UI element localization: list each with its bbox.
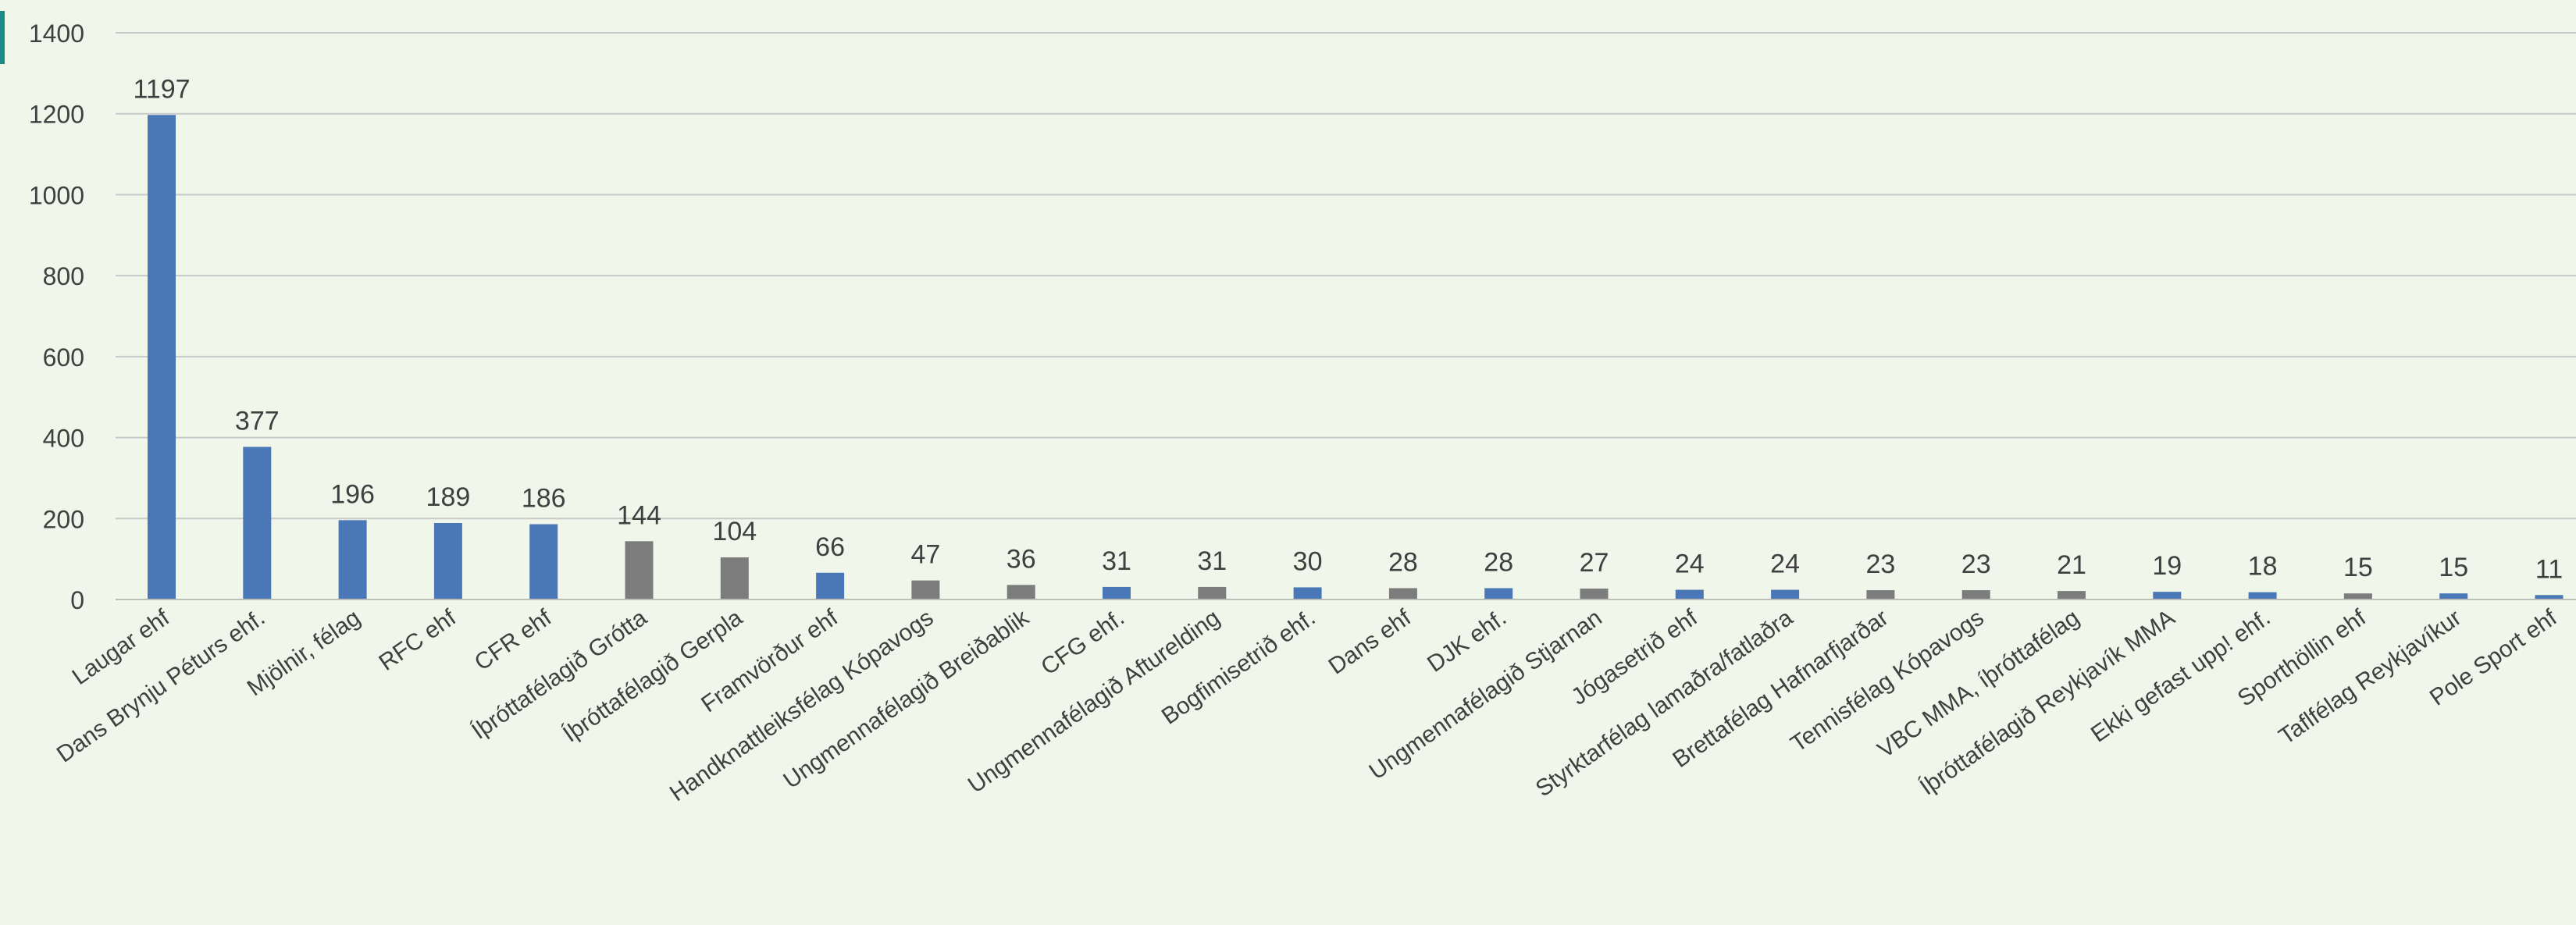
data-label: 144 <box>617 500 661 530</box>
y-tick-label: 200 <box>43 505 84 533</box>
bar <box>1771 589 1800 599</box>
data-label: 31 <box>1197 546 1227 576</box>
x-tick-label: Taflfélag Reykjavíkur <box>2275 605 2467 750</box>
data-label: 66 <box>815 532 845 562</box>
data-labels: 1197 377 196 189 186 144 104 66 47 36 31 31 30 28 28 27… <box>133 74 2563 584</box>
y-tick-label: 1000 <box>29 181 84 209</box>
data-label: 23 <box>1961 550 1991 579</box>
bar <box>1961 590 1990 599</box>
bar <box>2439 593 2468 599</box>
data-label: 28 <box>1484 547 1513 577</box>
y-tick-label: 600 <box>43 343 84 372</box>
bar <box>2248 592 2277 599</box>
data-label: 104 <box>712 517 757 546</box>
data-label: 15 <box>2439 553 2468 582</box>
bar <box>1198 586 1227 599</box>
bars <box>148 115 2564 599</box>
bar <box>1675 589 1704 599</box>
bar <box>911 580 940 599</box>
bar <box>148 115 176 599</box>
data-label: 1197 <box>133 74 190 104</box>
data-label: 24 <box>1770 550 1800 579</box>
bar <box>243 446 272 599</box>
data-label: 189 <box>426 482 471 512</box>
y-tick-label: 400 <box>43 425 84 453</box>
y-axis-tick-labels: 0 200 400 600 800 1000 1200 1400 <box>29 20 84 614</box>
data-label: 11 <box>2535 554 2563 584</box>
bar <box>1484 588 1513 599</box>
bar <box>2343 593 2372 599</box>
data-label: 196 <box>330 479 375 509</box>
bar <box>338 520 367 599</box>
left-accent-bar <box>0 11 5 64</box>
x-tick-label: RFC ehf <box>374 604 461 675</box>
x-tick-label: Íþróttafélagið Grótta <box>467 605 651 745</box>
data-label: 23 <box>1865 550 1895 579</box>
bar <box>529 524 558 599</box>
x-tick-label: CFR ehf <box>470 604 557 675</box>
data-label: 47 <box>910 540 940 570</box>
y-tick-label: 1200 <box>29 101 84 129</box>
x-tick-label: Íþróttafélagið Gerpla <box>558 605 747 748</box>
x-tick-label: Dans ehf <box>1324 604 1416 679</box>
bar <box>433 522 462 599</box>
y-tick-label: 1400 <box>29 20 84 48</box>
bar <box>1103 586 1131 599</box>
bar <box>720 557 749 599</box>
bar <box>625 541 654 599</box>
data-label: 18 <box>2248 552 2278 582</box>
data-label: 24 <box>1675 550 1705 579</box>
bar <box>1866 590 1895 599</box>
bar <box>2153 592 2182 599</box>
y-tick-label: 0 <box>70 586 84 614</box>
data-label: 36 <box>1007 544 1036 574</box>
bar <box>816 572 845 599</box>
y-tick-label: 800 <box>43 262 84 290</box>
x-tick-label: Ekki gefast upp! ehf. <box>2086 605 2275 748</box>
gridlines <box>116 32 2576 520</box>
x-tick-label: DJK ehf. <box>1423 605 1511 678</box>
x-tick-label: CFG ehf. <box>1036 605 1129 681</box>
bar <box>1293 587 1322 599</box>
data-label: 15 <box>2343 553 2373 582</box>
data-label: 31 <box>1102 546 1131 576</box>
data-label: 19 <box>2152 551 2182 581</box>
data-label: 28 <box>1388 547 1418 577</box>
bar <box>1007 585 1035 599</box>
data-label: 30 <box>1293 546 1323 576</box>
data-label: 27 <box>1580 548 1609 578</box>
data-label: 186 <box>522 484 566 514</box>
bar <box>2058 591 2086 599</box>
x-tick-label: Bogfimisetrið ehf. <box>1157 605 1320 730</box>
data-label: 377 <box>235 406 280 436</box>
data-label: 21 <box>2057 550 2086 580</box>
bar <box>1580 588 1609 599</box>
bar <box>2535 595 2564 599</box>
bar <box>1388 588 1417 599</box>
